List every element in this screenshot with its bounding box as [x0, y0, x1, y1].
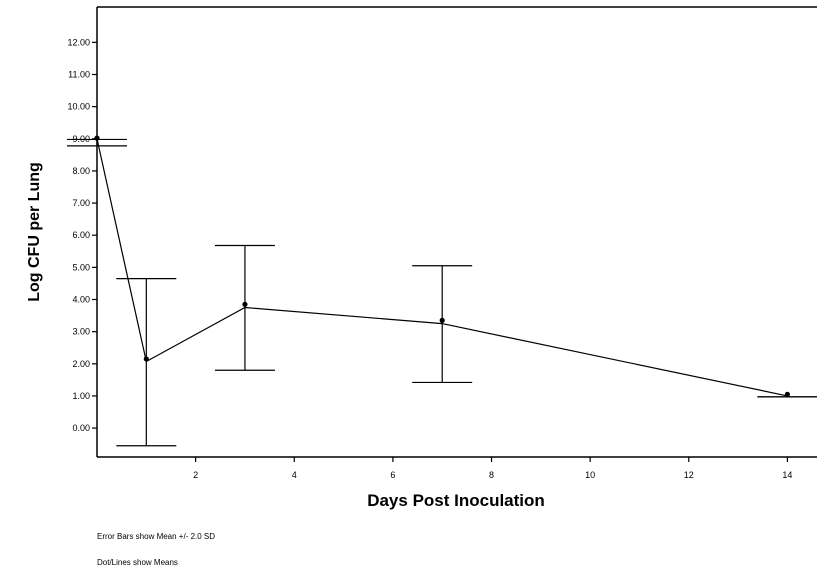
y-tick-label: 2.00	[72, 359, 90, 369]
y-tick-label: 1.00	[72, 391, 90, 401]
x-tick-label: 2	[193, 470, 198, 480]
x-tick-label: 10	[585, 470, 595, 480]
y-tick-label: 9.00	[72, 134, 90, 144]
data-point	[94, 135, 100, 141]
data-points	[94, 135, 791, 397]
y-tick-label: 3.00	[72, 327, 90, 337]
x-tick-label: 6	[390, 470, 395, 480]
y-tick-label: 12.00	[67, 37, 90, 47]
y-tick-label: 5.00	[72, 262, 90, 272]
error-bars-note: Error Bars show Mean +/- 2.0 SD	[97, 532, 216, 541]
series-line-means	[96, 138, 788, 397]
data-point	[143, 356, 149, 362]
y-tick-label: 11.00	[68, 70, 90, 80]
x-tick-label: 14	[782, 470, 792, 480]
y-axis-title: Log CFU per Lung	[26, 162, 43, 302]
data-point	[242, 301, 248, 307]
y-axis-ticks: 0.00 1.00 2.00 3.00 4.00 5.00 6.00 7.00 8.00 9.00…	[67, 37, 97, 433]
data-point	[784, 391, 791, 397]
x-tick-label: 4	[292, 470, 297, 480]
y-tick-label: 4.00	[72, 295, 90, 305]
y-tick-label: 0.00	[72, 423, 90, 433]
x-axis-title: Days Post Inoculation	[367, 491, 545, 510]
error-bars	[67, 138, 817, 447]
dot-lines-note: Dot/Lines show Means	[97, 558, 178, 567]
x-tick-label: 8	[489, 470, 494, 480]
x-tick-label: 12	[684, 470, 694, 480]
data-point	[439, 317, 445, 323]
y-tick-label: 7.00	[72, 198, 90, 208]
x-axis-ticks: 2 4 6 8 10 12 14	[193, 457, 792, 480]
y-tick-label: 6.00	[72, 230, 90, 240]
plot-frame	[96, 6, 817, 458]
y-tick-label: 8.00	[72, 166, 90, 176]
y-tick-label: 10.00	[67, 102, 90, 112]
